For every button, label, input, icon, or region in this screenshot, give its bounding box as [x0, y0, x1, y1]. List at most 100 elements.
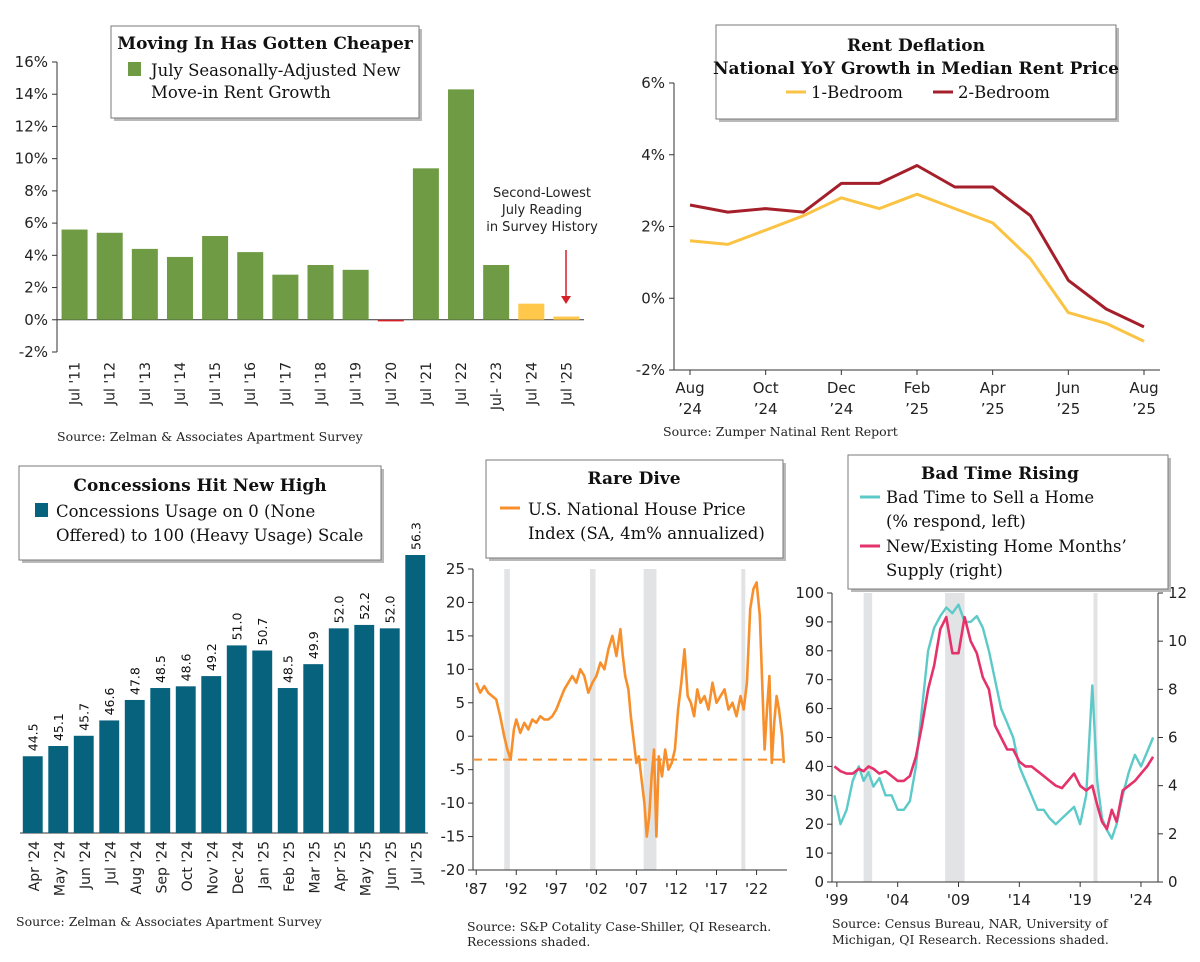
x-tick-label: '04: [886, 891, 909, 909]
y-tick-label: 6%: [641, 74, 665, 92]
legend-swatch: [128, 62, 141, 76]
source-note: Source: Zumper Natinal Rent Report: [663, 424, 898, 439]
x-tick-label: Feb '25: [282, 841, 298, 892]
y-tick-label: 2%: [641, 218, 665, 236]
x-tick-label: Jul '21: [419, 362, 435, 406]
data-label: 47.8: [128, 667, 143, 695]
y-tick-label-right: 6: [1168, 729, 1178, 747]
y-tick-label: 10: [446, 660, 465, 678]
chart-subtitle: National YoY Growth in Median Rent Price: [713, 59, 1119, 79]
legend-swatch: [35, 503, 48, 517]
legend-label: Index (SA, 4m% annualized): [528, 524, 765, 543]
bar: [237, 252, 264, 320]
data-label: 51.0: [230, 613, 245, 641]
bar: [131, 248, 158, 320]
bar: [150, 688, 171, 833]
bar: [448, 89, 475, 320]
legend-label: 2-Bedroom: [958, 83, 1050, 102]
legend-box: [18, 465, 382, 561]
y-tick-label: 0%: [24, 311, 48, 329]
y-tick-label: 0: [455, 727, 465, 745]
series-line: [474, 581, 786, 838]
y-tick-label: 15: [446, 627, 465, 645]
series-line: [689, 192, 1145, 343]
data-label: 45.7: [77, 703, 92, 731]
x-tick-label: Dec '24: [231, 841, 247, 894]
source-note: Recessions shaded.: [467, 934, 590, 949]
x-tick-label: '02: [585, 880, 608, 898]
data-label: 49.2: [204, 643, 219, 671]
source-note: Source: Zelman & Associates Apartment Su…: [57, 429, 364, 444]
y-tick-label: 0%: [641, 289, 665, 307]
x-tick-label: '87: [465, 880, 488, 898]
y-tick-label: -5: [450, 761, 465, 779]
bar: [277, 688, 298, 833]
x-tick-label: Apr: [980, 379, 1007, 397]
x-tick-label: Oct: [753, 379, 779, 397]
legend-label: (% respond, left): [886, 512, 1026, 531]
legend-label: 1-Bedroom: [811, 83, 903, 102]
y-tick-label-right: 4: [1168, 777, 1178, 795]
annotation-text: July Reading: [501, 203, 582, 218]
bar: [124, 699, 145, 833]
x-tick-label: Apr '24: [27, 841, 43, 891]
x-tick-label: Aug '24: [129, 841, 145, 895]
source-note: Source: Census Bureau, NAR, University o…: [832, 916, 1109, 931]
x-tick-label: Aug: [675, 379, 704, 397]
data-label: 48.5: [281, 655, 296, 683]
x-tick-label: '92: [505, 880, 528, 898]
data-label: 46.6: [102, 688, 117, 716]
y-tick-label: 16%: [15, 53, 48, 71]
x-tick-label: Sep '24: [154, 841, 170, 894]
x-tick-label: ’25: [981, 400, 1005, 418]
x-tick-label: ’24: [678, 400, 702, 418]
y-tick-label: 4%: [24, 246, 48, 264]
y-tick-label-left: 30: [805, 786, 824, 804]
y-tick-label-right: 0: [1168, 873, 1178, 891]
x-tick-label: May '24: [52, 841, 68, 896]
x-tick-label: ’24: [829, 400, 853, 418]
x-tick-label: Jul '25: [409, 841, 425, 885]
annotation-arrowhead: [561, 296, 571, 304]
y-tick-label: 10%: [15, 150, 48, 168]
y-tick-label: 2%: [24, 279, 48, 297]
x-tick-label: Jul '12: [103, 362, 119, 406]
x-tick-label: Jul '19: [349, 362, 365, 406]
recession-shade: [589, 569, 596, 870]
x-tick-label: Jul '15: [208, 362, 224, 406]
legend-label: Move-in Rent Growth: [151, 83, 331, 102]
bar: [405, 555, 426, 833]
series-line: [689, 164, 1145, 329]
bar: [303, 664, 324, 833]
x-tick-label: Jul '24: [103, 841, 119, 885]
bar: [483, 265, 510, 320]
x-tick-label: Jan '25: [256, 841, 272, 890]
y-tick-label: -15: [441, 828, 466, 846]
y-tick-label: 14%: [15, 85, 48, 103]
data-label: 52.2: [357, 592, 372, 620]
x-tick-label: Jul '13: [138, 362, 154, 406]
bar: [99, 720, 120, 833]
recession-shade: [741, 569, 746, 870]
recession-shade: [643, 569, 657, 870]
bar: [73, 735, 94, 833]
x-tick-label: Jul '16: [243, 362, 259, 406]
chart4-rare-dive: -20 -15 -10 -5 0 5 10 15 20 25 '87 '92 '97 '02 '07 '12 '…: [441, 459, 787, 949]
chart-title: Rent Deflation: [847, 36, 985, 56]
x-tick-label: '14: [1008, 891, 1031, 909]
bar: [48, 746, 69, 833]
y-tick-label-left: 80: [805, 642, 824, 660]
source-note: Source: Zelman & Associates Apartment Su…: [16, 914, 323, 929]
bar: [166, 256, 193, 320]
y-tick-label-left: 60: [805, 700, 824, 718]
x-tick-label: ’25: [905, 400, 929, 418]
y-tick-label: -2%: [19, 343, 48, 361]
x-tick-label: Jul '25: [559, 362, 575, 406]
chart3-concessions: 44.5 Apr '24 45.1 May '24 45.7 Jun '24 46.6 Jul…: [16, 465, 428, 929]
bar: [354, 624, 375, 833]
y-tick-label-left: 10: [805, 844, 824, 862]
y-tick-label: 12%: [15, 117, 48, 135]
chart5-bad-time-rising: 0 10 20 30 40 50 60 70 80 90 100 0 2 4 6 8 10 12 '99 '04 '09…: [795, 454, 1187, 947]
legend-label: New/Existing Home Months’: [886, 537, 1127, 556]
